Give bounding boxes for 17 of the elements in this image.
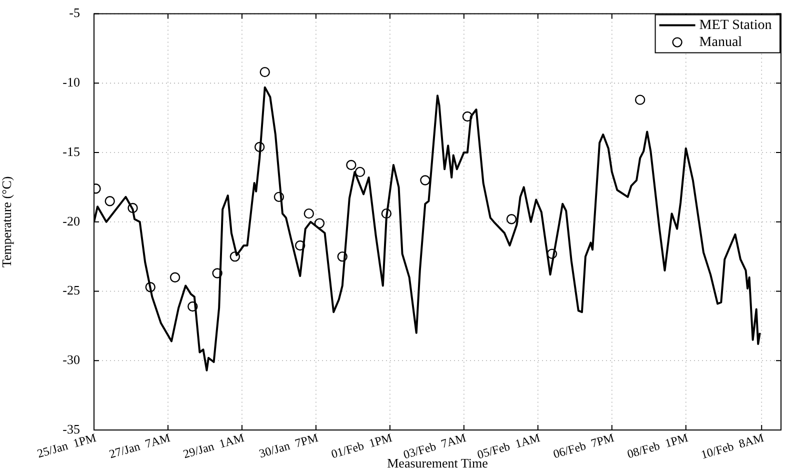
x-tick-label: 08/Feb 1PM (626, 430, 690, 462)
y-tick-label: -30 (62, 352, 80, 368)
y-tick-label: -20 (62, 213, 80, 228)
legend-label: MET Station (699, 18, 772, 33)
x-tick-label: 06/Feb 7PM (552, 430, 616, 462)
y-tick-label: -35 (62, 421, 80, 436)
y-axis-title: Temperature (°C) (0, 176, 14, 268)
y-tick-label: -5 (69, 5, 80, 20)
x-tick-label: 30/Jan 7PM (258, 430, 320, 461)
x-tick-label: 27/Jan 7AM (108, 430, 172, 462)
x-tick-label: 05/Feb 1AM (476, 430, 542, 462)
y-tick-label: -25 (62, 282, 80, 298)
y-tick-label: -15 (62, 144, 80, 159)
x-tick-label: 29/Jan 1AM (182, 430, 246, 462)
x-tick-label: 10/Feb 8AM (699, 430, 766, 462)
legend-label: Manual (699, 34, 742, 50)
y-tick-label: -10 (62, 74, 80, 90)
